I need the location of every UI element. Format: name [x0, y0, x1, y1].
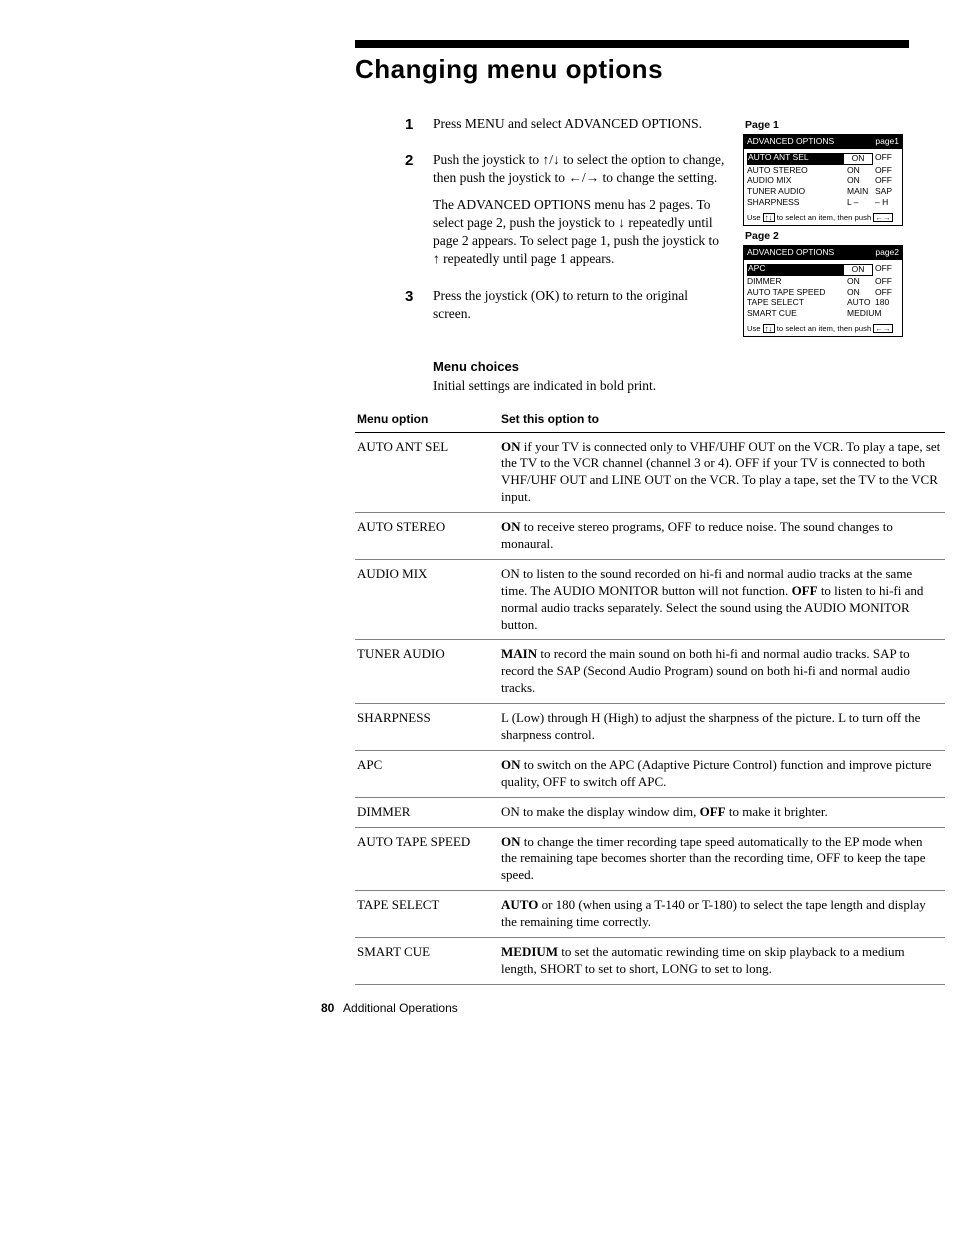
option-name: TAPE SELECT: [355, 891, 499, 938]
option-desc: ON to switch on the APC (Adaptive Pictur…: [499, 750, 945, 797]
option-name: AUTO TAPE SPEED: [355, 827, 499, 891]
osd-row: AUTO TAPE SPEEDONOFF: [747, 288, 899, 298]
osd-row: TAPE SELECTAUTO180: [747, 298, 899, 308]
option-desc: ON if your TV is connected only to VHF/U…: [499, 432, 945, 513]
osd-row: AUDIO MIXONOFF: [747, 176, 899, 186]
osd-page1-label: Page 1: [745, 119, 903, 131]
table-row: AUDIO MIXON to listen to the sound recor…: [355, 559, 945, 640]
step-number: 1: [405, 115, 433, 141]
osd-sidebar: Page 1 ADVANCED OPTIONSpage1AUTO ANT SEL…: [743, 115, 903, 341]
table-row: AUTO TAPE SPEEDON to change the timer re…: [355, 827, 945, 891]
options-col2: Set this option to: [499, 408, 945, 432]
osd-row: AUTO STEREOONOFF: [747, 166, 899, 176]
option-desc: ON to listen to the sound recorded on hi…: [499, 559, 945, 640]
option-name: AUTO ANT SEL: [355, 432, 499, 513]
osd-row: TUNER AUDIOMAINSAP: [747, 187, 899, 197]
option-name: SHARPNESS: [355, 704, 499, 751]
option-desc: ON to make the display window dim, OFF t…: [499, 797, 945, 827]
option-desc: MAIN to record the main sound on both hi…: [499, 640, 945, 704]
table-row: APCON to switch on the APC (Adaptive Pic…: [355, 750, 945, 797]
menu-choices-subtitle: Initial settings are indicated in bold p…: [433, 378, 909, 394]
page-footer: 80 Additional Operations: [321, 1001, 909, 1015]
step-number: 2: [405, 151, 433, 276]
option-name: DIMMER: [355, 797, 499, 827]
table-row: AUTO ANT SELON if your TV is connected o…: [355, 432, 945, 513]
table-row: DIMMERON to make the display window dim,…: [355, 797, 945, 827]
option-name: SMART CUE: [355, 938, 499, 985]
table-row: TUNER AUDIOMAIN to record the main sound…: [355, 640, 945, 704]
table-row: SHARPNESSL (Low) through H (High) to adj…: [355, 704, 945, 751]
osd-row: APCONOFF: [747, 264, 899, 276]
section-name: Additional Operations: [343, 1001, 458, 1015]
osd-row: SMART CUEMEDIUM: [747, 309, 899, 319]
option-desc: ON to change the timer recording tape sp…: [499, 827, 945, 891]
options-col1: Menu option: [355, 408, 499, 432]
osd-page2: ADVANCED OPTIONSpage2APCONOFFDIMMERONOFF…: [743, 245, 903, 337]
option-desc: AUTO or 180 (when using a T-140 or T-180…: [499, 891, 945, 938]
page-number: 80: [321, 1001, 334, 1015]
option-desc: MEDIUM to set the automatic rewinding ti…: [499, 938, 945, 985]
osd-body: APCONOFFDIMMERONOFFAUTO TAPE SPEEDONOFFT…: [744, 260, 902, 322]
step-text: Push the joystick to ↑/↓ to select the o…: [433, 151, 725, 187]
table-row: AUTO STEREOON to receive stereo programs…: [355, 513, 945, 560]
osd-page2-label: Page 2: [745, 230, 903, 242]
step: 3Press the joystick (OK) to return to th…: [405, 287, 725, 331]
menu-choices-title: Menu choices: [433, 359, 909, 374]
step-body: Press MENU and select ADVANCED OPTIONS.: [433, 115, 725, 141]
table-row: TAPE SELECTAUTO or 180 (when using a T-1…: [355, 891, 945, 938]
step: 1Press MENU and select ADVANCED OPTIONS.: [405, 115, 725, 141]
osd-page1: ADVANCED OPTIONSpage1AUTO ANT SELONOFFAU…: [743, 134, 903, 226]
osd-row: AUTO ANT SELONOFF: [747, 153, 899, 165]
step-text: The ADVANCED OPTIONS menu has 2 pages. T…: [433, 196, 725, 269]
osd-footer: Use ↑↓ to select an item, then push ←→: [744, 211, 902, 226]
osd-footer: Use ↑↓ to select an item, then push ←→: [744, 322, 902, 337]
option-name: TUNER AUDIO: [355, 640, 499, 704]
step-body: Push the joystick to ↑/↓ to select the o…: [433, 151, 725, 276]
options-table: Menu option Set this option to AUTO ANT …: [355, 408, 945, 985]
option-name: APC: [355, 750, 499, 797]
top-rule: [355, 40, 909, 48]
step: 2Push the joystick to ↑/↓ to select the …: [405, 151, 725, 276]
page-title: Changing menu options: [355, 54, 909, 85]
osd-row: SHARPNESSL –– H: [747, 198, 899, 208]
option-desc: L (Low) through H (High) to adjust the s…: [499, 704, 945, 751]
option-name: AUTO STEREO: [355, 513, 499, 560]
option-desc: ON to receive stereo programs, OFF to re…: [499, 513, 945, 560]
osd-body: AUTO ANT SELONOFFAUTO STEREOONOFFAUDIO M…: [744, 149, 902, 211]
osd-row: DIMMERONOFF: [747, 277, 899, 287]
step-number: 3: [405, 287, 433, 331]
osd-header: ADVANCED OPTIONSpage1: [744, 135, 902, 149]
menu-choices: Menu choices Initial settings are indica…: [433, 359, 909, 394]
step-text: Press MENU and select ADVANCED OPTIONS.: [433, 115, 725, 133]
step-body: Press the joystick (OK) to return to the…: [433, 287, 725, 331]
steps-list: 1Press MENU and select ADVANCED OPTIONS.…: [405, 115, 725, 341]
osd-header: ADVANCED OPTIONSpage2: [744, 246, 902, 260]
option-name: AUDIO MIX: [355, 559, 499, 640]
step-text: Press the joystick (OK) to return to the…: [433, 287, 725, 323]
table-row: SMART CUEMEDIUM to set the automatic rew…: [355, 938, 945, 985]
